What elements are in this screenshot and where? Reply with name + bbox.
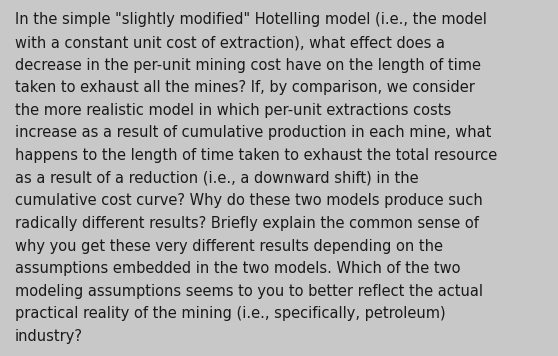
Text: the more realistic model in which per-unit extractions costs: the more realistic model in which per-un… [15, 103, 451, 118]
Text: assumptions embedded in the two models. Which of the two: assumptions embedded in the two models. … [15, 261, 460, 276]
Text: with a constant unit cost of extraction), what effect does a: with a constant unit cost of extraction)… [15, 35, 445, 50]
Text: taken to exhaust all the mines? If, by comparison, we consider: taken to exhaust all the mines? If, by c… [15, 80, 475, 95]
Text: increase as a result of cumulative production in each mine, what: increase as a result of cumulative produ… [15, 126, 492, 141]
Text: modeling assumptions seems to you to better reflect the actual: modeling assumptions seems to you to bet… [15, 284, 483, 299]
Text: industry?: industry? [15, 329, 83, 344]
Text: as a result of a reduction (i.e., a downward shift) in the: as a result of a reduction (i.e., a down… [15, 171, 418, 186]
Text: why you get these very different results depending on the: why you get these very different results… [15, 239, 443, 253]
Text: practical reality of the mining (i.e., specifically, petroleum): practical reality of the mining (i.e., s… [15, 306, 446, 321]
Text: cumulative cost curve? Why do these two models produce such: cumulative cost curve? Why do these two … [15, 193, 483, 208]
Text: happens to the length of time taken to exhaust the total resource: happens to the length of time taken to e… [15, 148, 497, 163]
Text: In the simple "slightly modified" Hotelling model (i.e., the model: In the simple "slightly modified" Hotell… [15, 12, 487, 27]
Text: radically different results? Briefly explain the common sense of: radically different results? Briefly exp… [15, 216, 479, 231]
Text: decrease in the per-unit mining cost have on the length of time: decrease in the per-unit mining cost hav… [15, 58, 481, 73]
